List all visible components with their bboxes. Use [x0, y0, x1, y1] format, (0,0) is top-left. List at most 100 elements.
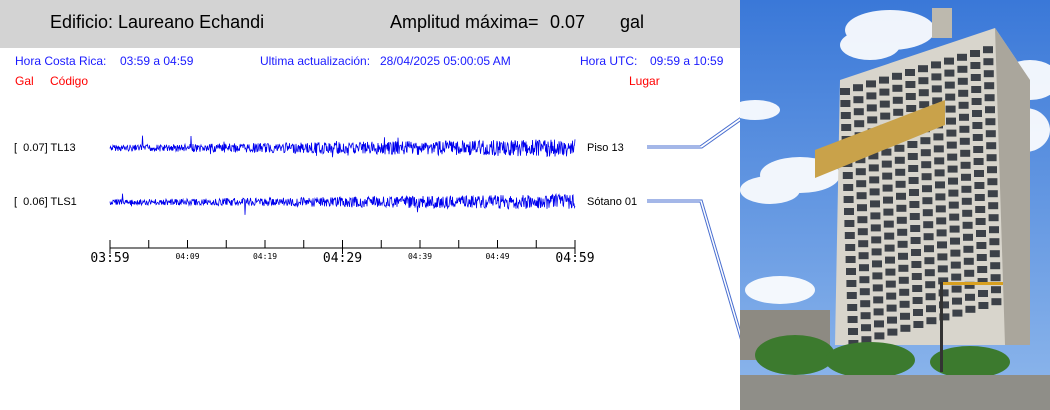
window-pane [988, 214, 999, 222]
window-pane [976, 254, 987, 261]
window-pane [893, 108, 904, 116]
window-pane [900, 324, 911, 332]
window-pane [974, 170, 984, 177]
window-pane [919, 101, 930, 109]
window-pane [911, 261, 922, 268]
tick-label-2: 04:59 [555, 251, 594, 266]
window-pane [933, 145, 944, 153]
window-pane [948, 189, 959, 197]
window-pane [898, 276, 909, 284]
window-pane [946, 129, 957, 137]
column-gal: Gal [15, 74, 34, 88]
window-pane [944, 57, 954, 65]
window-pane [886, 292, 897, 300]
window-pane [924, 245, 934, 253]
window-pane [858, 240, 869, 248]
window-pane [883, 220, 894, 228]
window-pane [844, 232, 855, 239]
window-pane [873, 308, 884, 316]
window-pane [945, 105, 956, 113]
local-time-value: 03:59 a 04:59 [120, 54, 194, 68]
street [740, 375, 1050, 410]
window-pane [856, 180, 867, 188]
window-pane [910, 225, 921, 232]
window-pane [978, 302, 989, 309]
amplitude-unit: gal [620, 12, 645, 32]
window-pane [899, 300, 910, 308]
window-pane [939, 301, 949, 309]
window-pane [952, 297, 962, 305]
window-pane [908, 165, 919, 172]
window-pane [987, 190, 998, 198]
amplitude-value: 0.07 [550, 12, 586, 32]
utc-label: Hora UTC: [580, 54, 638, 68]
window-pane [860, 300, 871, 308]
window-pane [948, 201, 959, 209]
window-pane [905, 93, 916, 100]
trace-tls1 [109, 192, 576, 215]
window-pane [874, 320, 884, 328]
window-pane [897, 228, 908, 236]
window-pane [963, 245, 974, 253]
window-pane [866, 104, 877, 112]
window-pane [912, 297, 923, 304]
trace-tl13 [109, 135, 576, 158]
window-pane [874, 332, 885, 340]
window-pane [937, 241, 947, 249]
building-windows [840, 46, 1002, 347]
window-pane [844, 220, 855, 227]
series-place-tls1: Sótano 01 [587, 196, 638, 208]
window-pane [920, 137, 931, 145]
tick-label-3: 04:09 [175, 252, 199, 261]
window-pane [860, 312, 871, 320]
window-pane [882, 184, 893, 192]
window-pane [978, 290, 988, 297]
window-pane [923, 233, 934, 241]
window-pane [907, 153, 918, 160]
window-pane [973, 158, 984, 165]
window-pane [880, 112, 891, 120]
window-pane [869, 188, 880, 196]
window-pane [859, 264, 869, 272]
window-pane [965, 293, 975, 301]
window-pane [869, 176, 880, 184]
window-pane [972, 122, 983, 129]
window-pane [899, 288, 910, 296]
window-pane [944, 69, 955, 77]
window-pane [961, 173, 971, 181]
window-pane [949, 225, 960, 233]
window-pane [949, 213, 960, 221]
window-pane [923, 221, 934, 229]
window-pane [986, 142, 997, 150]
window-pane [841, 124, 852, 131]
local-time-label: Hora Costa Rica: [15, 54, 107, 68]
window-pane [868, 152, 879, 160]
window-pane [846, 280, 857, 287]
window-pane [926, 317, 937, 325]
window-pane [970, 62, 981, 69]
header-bar [0, 0, 740, 48]
window-pane [989, 226, 999, 234]
window-pane [871, 248, 882, 256]
window-pane [909, 201, 920, 208]
building-title: Edificio: Laureano Echandi [50, 12, 265, 32]
window-pane [896, 204, 907, 212]
window-pane [845, 256, 856, 263]
window-pane [840, 100, 851, 107]
window-pane [872, 284, 883, 292]
window-pane [935, 193, 946, 201]
window-pane [970, 74, 981, 81]
window-pane [913, 321, 924, 328]
window-pane [883, 196, 893, 204]
window-pane [963, 257, 974, 265]
window-pane [931, 85, 942, 93]
window-pane [939, 313, 950, 321]
window-pane [846, 268, 856, 275]
series-place-tl13: Piso 13 [587, 142, 624, 154]
window-pane [906, 105, 917, 112]
seismogram-chart: 03:59 04:29 04:59 04:09 04:19 04:39 04:49 [90, 117, 740, 340]
window-pane [975, 206, 986, 213]
window-pane [983, 70, 994, 78]
window-pane [918, 65, 928, 73]
building-photo [740, 0, 1050, 410]
